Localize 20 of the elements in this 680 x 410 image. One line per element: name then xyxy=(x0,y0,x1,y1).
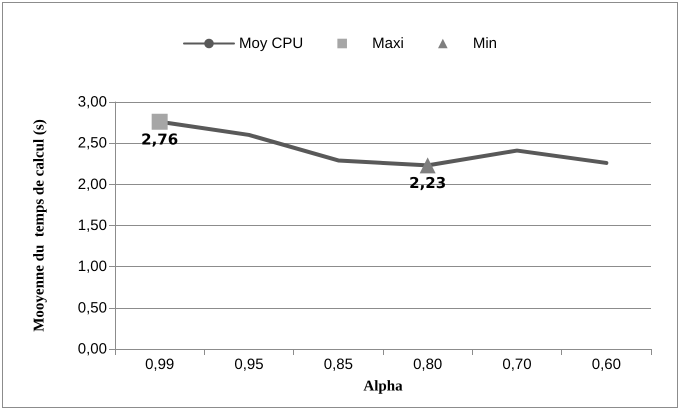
x-tick-label: 0,70 xyxy=(502,356,532,373)
legend-label: Moy CPU xyxy=(238,35,304,52)
y-tick-label: 3,00 xyxy=(78,94,107,110)
x-tick-label: 0,85 xyxy=(324,356,353,373)
data-label: 2,76 xyxy=(141,130,178,148)
y-tick-label: 2,50 xyxy=(78,134,107,152)
x-tick-label: 0,95 xyxy=(234,356,264,373)
y-tick-label: 2,00 xyxy=(78,176,107,193)
x-axis-title: Alpha xyxy=(363,378,404,394)
x-tick-label: 0,60 xyxy=(592,356,621,373)
legend-label: Maxi xyxy=(372,35,404,52)
y-tick-label: 1,00 xyxy=(78,258,107,276)
y-tick-label: 1,50 xyxy=(78,217,107,234)
x-tick-label: 0,80 xyxy=(413,356,442,373)
y-tick-label: 0,00 xyxy=(78,340,107,358)
y-tick-label: 0,50 xyxy=(78,299,107,316)
y-axis-title: Mooyenne du temps de calcul (s) xyxy=(32,119,48,332)
data-label: 2,23 xyxy=(409,174,446,192)
legend-label: Min xyxy=(472,35,498,52)
x-tick-label: 0,99 xyxy=(145,356,174,373)
